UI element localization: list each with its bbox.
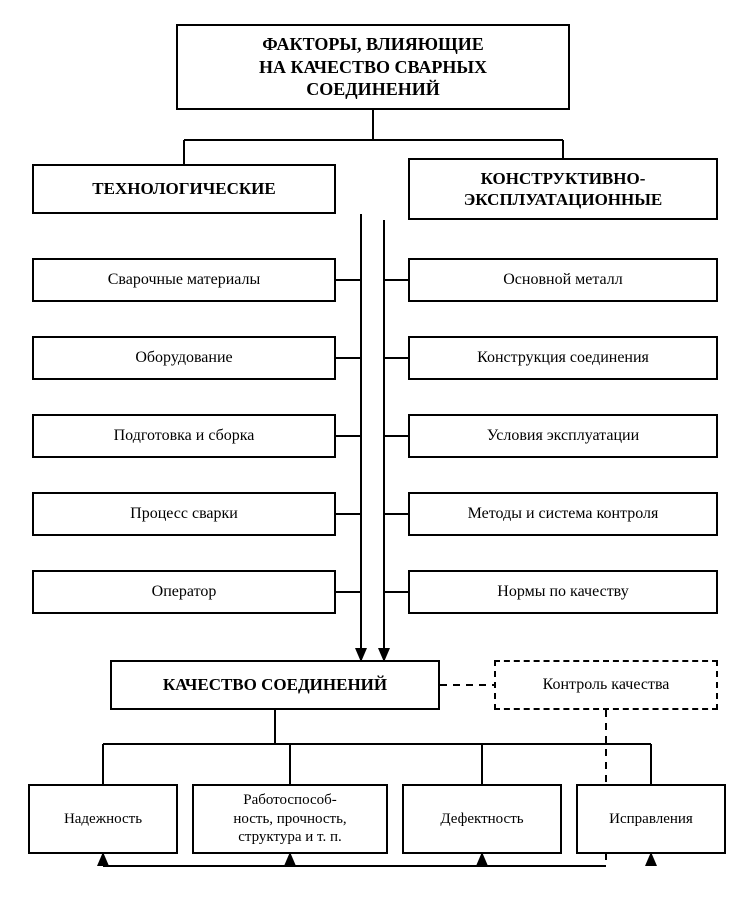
node-quality: КАЧЕСТВО СОЕДИНЕНИЙ: [110, 660, 440, 710]
node-label: Надежность: [64, 810, 142, 829]
node-control: Контроль качества: [494, 660, 718, 710]
node-r4: Методы и система контроля: [408, 492, 718, 536]
node-label: Исправления: [609, 810, 693, 829]
node-label: Методы и система контроля: [468, 504, 659, 524]
node-label: Оператор: [152, 582, 217, 602]
node-label: Контроль качества: [543, 675, 670, 695]
node-r2: Конструкция соединения: [408, 336, 718, 380]
node-l3: Подготовка и сборка: [32, 414, 336, 458]
node-label: Работоспособ- ность, прочность, структур…: [233, 791, 346, 847]
node-label: КОНСТРУКТИВНО- ЭКСПЛУАТАЦИОННЫЕ: [464, 168, 663, 211]
node-label: Основной металл: [503, 270, 623, 290]
node-label: ФАКТОРЫ, ВЛИЯЮЩИЕ НА КАЧЕСТВО СВАРНЫХ СО…: [259, 33, 487, 101]
node-label: КАЧЕСТВО СОЕДИНЕНИЙ: [163, 674, 387, 695]
node-label: Сварочные материалы: [108, 270, 261, 290]
node-b3: Дефектность: [402, 784, 562, 854]
node-r3: Условия эксплуатации: [408, 414, 718, 458]
node-b2: Работоспособ- ность, прочность, структур…: [192, 784, 388, 854]
node-right_header: КОНСТРУКТИВНО- ЭКСПЛУАТАЦИОННЫЕ: [408, 158, 718, 220]
node-label: Дефектность: [440, 810, 523, 829]
node-label: Нормы по качеству: [497, 582, 628, 602]
node-l1: Сварочные материалы: [32, 258, 336, 302]
node-label: ТЕХНОЛОГИЧЕСКИЕ: [92, 178, 275, 199]
node-r1: Основной металл: [408, 258, 718, 302]
node-label: Условия эксплуатации: [487, 426, 639, 446]
node-r5: Нормы по качеству: [408, 570, 718, 614]
node-l5: Оператор: [32, 570, 336, 614]
node-label: Подготовка и сборка: [114, 426, 255, 446]
node-l2: Оборудование: [32, 336, 336, 380]
node-b1: Надежность: [28, 784, 178, 854]
node-left_header: ТЕХНОЛОГИЧЕСКИЕ: [32, 164, 336, 214]
node-label: Процесс сварки: [130, 504, 238, 524]
node-title: ФАКТОРЫ, ВЛИЯЮЩИЕ НА КАЧЕСТВО СВАРНЫХ СО…: [176, 24, 570, 110]
node-b4: Исправления: [576, 784, 726, 854]
node-l4: Процесс сварки: [32, 492, 336, 536]
node-label: Оборудование: [135, 348, 232, 368]
node-label: Конструкция соединения: [477, 348, 649, 368]
